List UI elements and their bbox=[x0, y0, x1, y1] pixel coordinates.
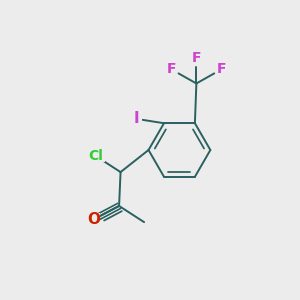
FancyBboxPatch shape bbox=[191, 53, 202, 64]
Text: F: F bbox=[217, 62, 226, 76]
FancyBboxPatch shape bbox=[88, 213, 100, 225]
FancyBboxPatch shape bbox=[86, 150, 105, 162]
Text: F: F bbox=[192, 51, 201, 65]
FancyBboxPatch shape bbox=[130, 113, 142, 125]
FancyBboxPatch shape bbox=[216, 64, 227, 75]
Text: O: O bbox=[88, 212, 100, 227]
Text: Cl: Cl bbox=[88, 149, 103, 163]
Text: I: I bbox=[133, 111, 139, 126]
FancyBboxPatch shape bbox=[166, 64, 177, 75]
Text: F: F bbox=[167, 62, 176, 76]
